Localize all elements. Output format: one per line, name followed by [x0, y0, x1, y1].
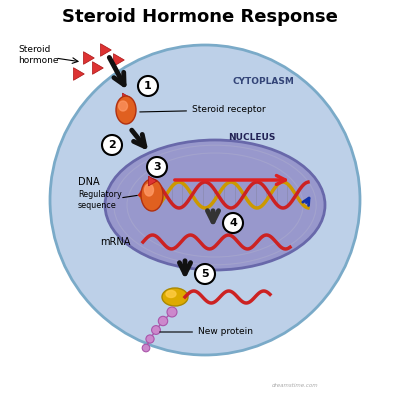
Text: DNA: DNA	[78, 177, 100, 187]
Ellipse shape	[118, 101, 128, 111]
Text: NUCLEUS: NUCLEUS	[228, 134, 276, 142]
Circle shape	[152, 326, 160, 334]
Ellipse shape	[105, 140, 325, 270]
Polygon shape	[122, 93, 131, 103]
Text: 5: 5	[201, 269, 209, 279]
Text: mRNA: mRNA	[100, 237, 130, 247]
Text: 4: 4	[229, 218, 237, 228]
Circle shape	[223, 213, 243, 233]
Text: 2: 2	[108, 140, 116, 150]
Circle shape	[195, 264, 215, 284]
Ellipse shape	[144, 184, 154, 196]
Text: Steroid receptor: Steroid receptor	[140, 106, 266, 114]
Polygon shape	[148, 176, 157, 186]
Ellipse shape	[141, 179, 163, 211]
Circle shape	[147, 157, 167, 177]
Circle shape	[50, 45, 360, 355]
Circle shape	[158, 316, 168, 326]
Text: Steroid
hormone: Steroid hormone	[18, 45, 58, 65]
Circle shape	[167, 307, 177, 317]
Text: New protein: New protein	[160, 328, 253, 336]
Circle shape	[146, 335, 154, 343]
Text: 1: 1	[144, 81, 152, 91]
Polygon shape	[114, 54, 124, 66]
Ellipse shape	[162, 288, 188, 306]
Polygon shape	[92, 62, 103, 74]
Text: Steroid Hormone Response: Steroid Hormone Response	[62, 8, 338, 26]
Text: CYTOPLASM: CYTOPLASM	[232, 78, 294, 86]
Circle shape	[138, 76, 158, 96]
Text: 3: 3	[153, 162, 161, 172]
Ellipse shape	[116, 96, 136, 124]
Circle shape	[102, 135, 122, 155]
Text: dreamstime.com: dreamstime.com	[271, 383, 318, 388]
Polygon shape	[84, 52, 94, 64]
Polygon shape	[100, 44, 111, 56]
Text: Regulatory
sequence: Regulatory sequence	[78, 190, 122, 210]
Polygon shape	[74, 68, 84, 80]
Ellipse shape	[166, 290, 176, 298]
Circle shape	[142, 344, 150, 352]
